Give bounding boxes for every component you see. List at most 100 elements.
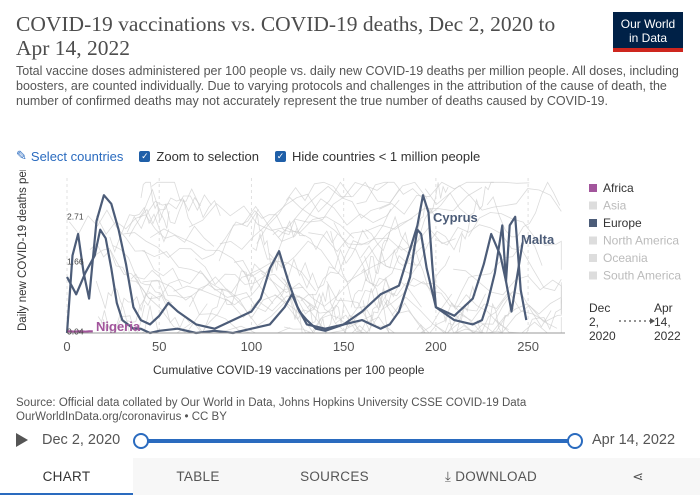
series-line-malta (66, 194, 524, 335)
timeline-end-handle[interactable] (567, 433, 583, 449)
legend: Africa Asia Europe North America Oceania Sout… (589, 181, 681, 283)
background-country-line (188, 284, 304, 312)
hide-small-label: Hide countries < 1 million people (292, 148, 481, 164)
background-country-line (68, 209, 183, 287)
background-country-line (306, 303, 339, 335)
time-legend-label: Apr (654, 301, 673, 315)
series-label-malta: Malta (521, 232, 555, 247)
timeline: Dec 2, 2020 Apr 14, 2022 (0, 428, 700, 456)
chart-title: COVID-19 vaccinations vs. COVID-19 death… (16, 12, 556, 60)
x-axis: 0 50 100 150 200 250 (63, 332, 565, 354)
y-point-label: 1.66 (67, 257, 84, 267)
source-line-1: Source: Official data collated by Our Wo… (16, 397, 527, 409)
chart-subtitle: Total vaccine doses administered per 100… (16, 64, 679, 108)
logo-line-2: in Data (628, 31, 668, 45)
background-country-line (417, 182, 449, 231)
background-country-line (447, 290, 562, 334)
background-country-line (434, 291, 552, 334)
select-countries-label: Select countries (30, 148, 124, 164)
hide-small-countries-checkbox[interactable]: ✓ Hide countries < 1 million people (275, 149, 480, 164)
background-country-line (453, 236, 543, 308)
zoom-to-selection-checkbox[interactable]: ✓ Zoom to selection (139, 149, 259, 164)
chart-controls: ✎ Select countries ✓ Zoom to selection ✓… (16, 148, 496, 164)
background-country-line (312, 284, 345, 324)
background-country-line (242, 198, 400, 242)
background-country-line (148, 270, 274, 304)
background-country-line (138, 188, 193, 226)
background-country-line (391, 296, 558, 334)
time-legend-label: Dec (589, 301, 610, 315)
legend-swatch (589, 271, 597, 280)
y-point-label: 0.04 (67, 326, 84, 336)
x-axis-label: Cumulative COVID-19 vaccinations per 100… (153, 363, 425, 377)
time-legend-arrow (650, 318, 655, 324)
time-legend-label: 2022 (654, 329, 681, 343)
owid-logo[interactable]: Our World in Data (613, 12, 683, 52)
background-country-line (140, 181, 170, 229)
background-country-line (486, 181, 561, 238)
y-axis-label: Daily new COVID-19 deaths per million pe… (17, 170, 29, 331)
background-country-line (142, 250, 288, 320)
download-label: DOWNLOAD (455, 469, 538, 484)
legend-item-south-america: South America (603, 269, 681, 283)
background-country-line (365, 208, 438, 252)
background-country-line (361, 232, 390, 282)
time-legend-label: 2020 (589, 329, 616, 343)
background-country-line (173, 276, 342, 334)
x-tick-label: 50 (152, 339, 166, 354)
pencil-icon: ✎ (16, 148, 27, 163)
background-country-line (381, 277, 509, 331)
timeline-track[interactable] (140, 439, 576, 443)
background-country-line (285, 181, 400, 219)
background-country-line (330, 231, 380, 311)
share-button[interactable]: ⋖ (576, 458, 700, 495)
legend-item-europe: Europe (603, 216, 642, 230)
select-countries-button[interactable]: ✎ Select countries (16, 148, 123, 164)
tab-table[interactable]: TABLE (176, 469, 220, 484)
y-axis: 0.04 1.66 2.71 (67, 211, 84, 336)
series-lines: Cyprus Malta Nigeria (65, 194, 555, 335)
background-country-line (97, 293, 150, 334)
series-label-nigeria: Nigeria (96, 319, 141, 334)
legend-swatch (589, 254, 597, 262)
legend-item-oceania: Oceania (603, 251, 648, 265)
background-country-line (396, 231, 450, 296)
timeline-start-handle[interactable] (133, 433, 149, 449)
timeline-start: Dec 2, 2020 (42, 432, 121, 448)
download-icon: ⤓ (444, 469, 456, 484)
background-country-line (300, 229, 369, 289)
background-country-line (300, 208, 392, 302)
checkbox-checked-icon: ✓ (275, 150, 287, 162)
background-country-line (126, 194, 212, 233)
source-line-2[interactable]: OurWorldInData.org/coronavirus • CC BY (16, 411, 227, 423)
timeline-end: Apr 14, 2022 (592, 432, 676, 448)
tab-download[interactable]: ⤓ DOWNLOAD (406, 458, 576, 495)
time-legend-label: 14, (654, 315, 671, 329)
background-country-line (256, 181, 389, 244)
background-country-line (272, 219, 338, 251)
tab-chart[interactable]: CHART (0, 458, 133, 495)
series-label-cyprus: Cyprus (433, 210, 478, 225)
background-country-line (197, 270, 257, 334)
background-country-line (458, 181, 494, 253)
legend-swatch (589, 219, 597, 227)
x-tick-label: 0 (63, 339, 70, 354)
chart-svg: Cyprus Malta Nigeria 0 50 100 150 200 250 0.04 1… (17, 170, 681, 377)
grid-lines (66, 178, 529, 333)
logo-line-1: Our World (620, 17, 676, 31)
checkbox-checked-icon: ✓ (139, 150, 151, 162)
legend-swatch (589, 201, 597, 210)
legend-item-north-america: North America (603, 234, 679, 248)
play-icon[interactable] (16, 433, 28, 447)
tab-bar: CHART TABLE SOURCES ⤓ DOWNLOAD ⋖ (0, 458, 700, 495)
tab-sources[interactable]: SOURCES (300, 469, 369, 484)
background-country-line (468, 212, 562, 270)
x-tick-label: 200 (425, 339, 447, 354)
background-country-line (89, 242, 173, 304)
legend-item-asia: Asia (603, 199, 627, 213)
background-country-line (350, 278, 395, 308)
x-tick-label: 150 (333, 339, 355, 354)
background-country-line (188, 203, 355, 239)
background-country-line (130, 273, 191, 329)
